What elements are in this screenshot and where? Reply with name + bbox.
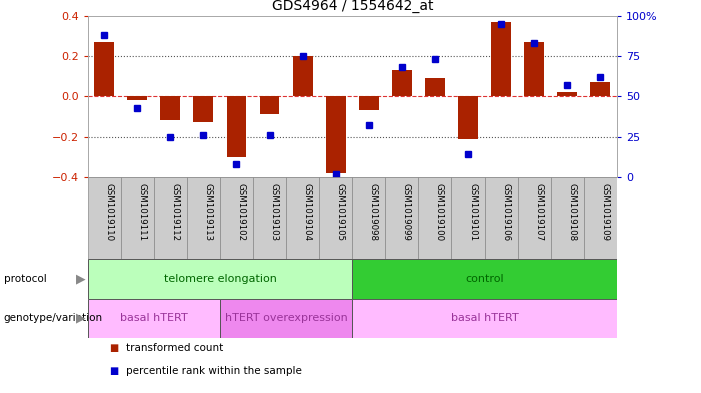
Bar: [253, 177, 286, 259]
Text: GSM1019110: GSM1019110: [104, 184, 113, 242]
Bar: [259, 96, 280, 114]
Text: ▶: ▶: [76, 272, 86, 286]
Bar: [154, 177, 187, 259]
Bar: [193, 96, 213, 123]
Bar: [353, 177, 386, 259]
Bar: [319, 177, 353, 259]
Text: GSM1019104: GSM1019104: [303, 184, 312, 242]
Bar: [88, 259, 353, 299]
Bar: [491, 22, 511, 96]
Text: GSM1019113: GSM1019113: [203, 184, 212, 242]
Bar: [88, 299, 220, 338]
Bar: [226, 96, 247, 157]
Text: GSM1019099: GSM1019099: [402, 184, 411, 241]
Bar: [584, 177, 617, 259]
Text: GSM1019106: GSM1019106: [501, 184, 510, 242]
Bar: [386, 177, 418, 259]
Text: transformed count: transformed count: [126, 343, 224, 353]
Text: protocol: protocol: [4, 274, 46, 284]
Text: ▶: ▶: [76, 312, 86, 325]
Bar: [121, 177, 154, 259]
Bar: [458, 96, 478, 139]
Text: GSM1019105: GSM1019105: [336, 184, 345, 242]
Text: GSM1019100: GSM1019100: [435, 184, 444, 242]
Bar: [425, 78, 445, 96]
Bar: [88, 177, 121, 259]
Text: telomere elongation: telomere elongation: [163, 274, 276, 284]
Text: control: control: [465, 274, 504, 284]
Bar: [220, 299, 353, 338]
Text: GSM1019111: GSM1019111: [137, 184, 147, 242]
Bar: [94, 42, 114, 96]
Text: basal hTERT: basal hTERT: [120, 313, 188, 323]
Text: GSM1019098: GSM1019098: [369, 184, 378, 241]
Bar: [517, 177, 551, 259]
Title: GDS4964 / 1554642_at: GDS4964 / 1554642_at: [271, 0, 433, 13]
Text: GSM1019112: GSM1019112: [170, 184, 179, 242]
Bar: [418, 177, 451, 259]
Text: GSM1019102: GSM1019102: [236, 184, 245, 242]
Text: genotype/variation: genotype/variation: [4, 313, 102, 323]
Text: GSM1019103: GSM1019103: [270, 184, 278, 242]
Bar: [187, 177, 220, 259]
Bar: [557, 92, 577, 96]
Bar: [451, 177, 484, 259]
Bar: [524, 42, 544, 96]
Bar: [551, 177, 584, 259]
Text: percentile rank within the sample: percentile rank within the sample: [126, 366, 302, 376]
Bar: [293, 56, 313, 96]
Text: GSM1019107: GSM1019107: [534, 184, 543, 242]
Text: hTERT overexpression: hTERT overexpression: [225, 313, 348, 323]
Bar: [392, 70, 411, 96]
Text: ■: ■: [109, 343, 118, 353]
Bar: [220, 177, 253, 259]
Bar: [326, 96, 346, 173]
Bar: [286, 177, 319, 259]
Bar: [161, 96, 180, 120]
Bar: [128, 96, 147, 100]
Bar: [359, 96, 379, 110]
Text: GSM1019101: GSM1019101: [468, 184, 477, 242]
Text: GSM1019108: GSM1019108: [567, 184, 576, 242]
Text: GSM1019109: GSM1019109: [600, 184, 609, 241]
Text: ■: ■: [109, 366, 118, 376]
Text: basal hTERT: basal hTERT: [451, 313, 519, 323]
Bar: [484, 177, 517, 259]
Bar: [590, 82, 611, 96]
Bar: [353, 299, 617, 338]
Bar: [353, 259, 617, 299]
